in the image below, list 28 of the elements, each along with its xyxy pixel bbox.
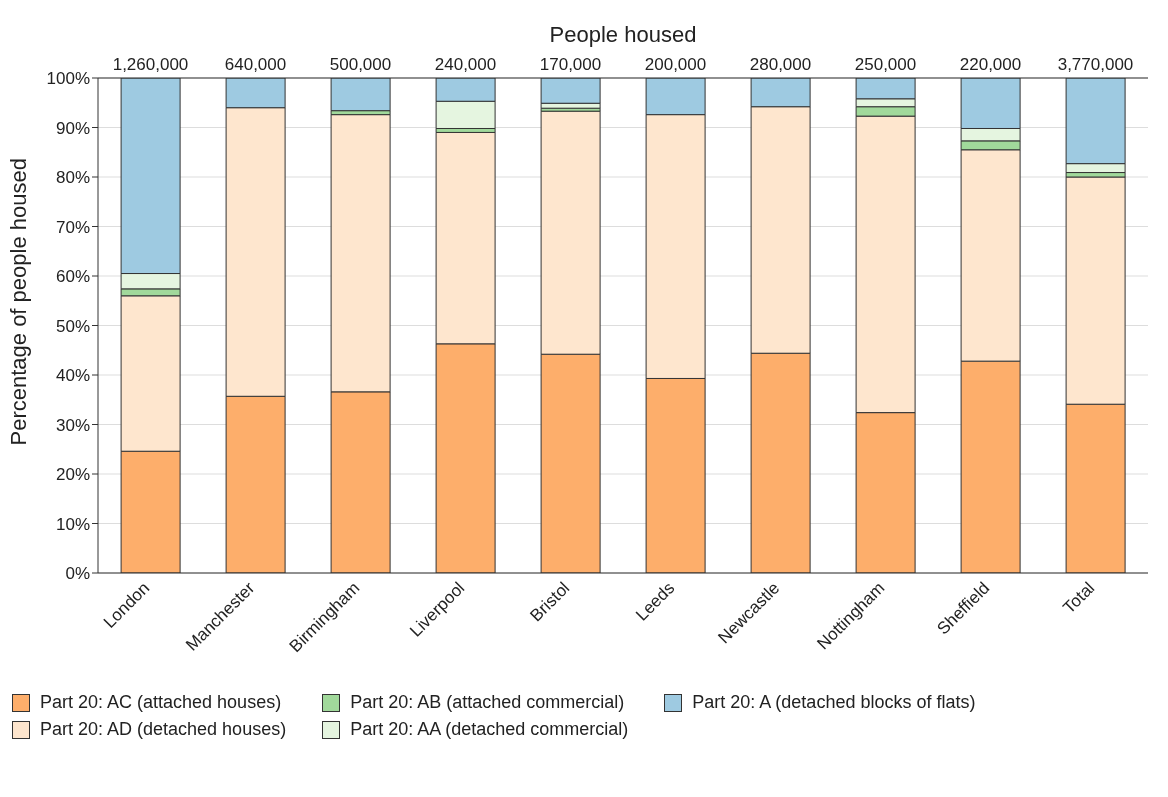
text: 280,000 <box>749 55 812 74</box>
legend-label: Part 20: AC (attached houses) <box>40 692 282 713</box>
y-tick-label: 70% <box>55 217 90 237</box>
text: 500,000 <box>329 55 392 74</box>
x2-axis-title: People housed <box>549 21 697 47</box>
y-tick-label: 30% <box>55 415 90 435</box>
y-tick-label: 100% <box>46 69 90 89</box>
y-tick-label: 10% <box>55 514 90 534</box>
y-tick-label: 50% <box>55 316 90 336</box>
legend-label: Part 20: AB (attached commercial) <box>350 692 625 713</box>
y-tick-label: 40% <box>55 366 90 386</box>
text: 220,000 <box>959 55 1022 74</box>
text: 3,770,000 <box>1057 55 1134 74</box>
legend-label: Part 20: AD (detached houses) <box>40 719 287 740</box>
text: 240,000 <box>434 55 497 74</box>
y-tick-label: 80% <box>55 168 90 188</box>
text: 170,000 <box>539 55 602 74</box>
y-tick-label: 60% <box>55 267 90 287</box>
text: 1,260,000 <box>112 55 189 74</box>
legend-label: Part 20: AA (detached commercial) <box>350 719 629 740</box>
text: 640,000 <box>224 55 287 74</box>
text: 200,000 <box>644 55 707 74</box>
y-tick-label: 90% <box>55 118 90 138</box>
y-tick-label: 20% <box>55 465 90 485</box>
legend-label: Part 20: A (detached blocks of flats) <box>692 692 976 713</box>
y-axis-title: Percentage of people housed <box>5 158 31 446</box>
y-tick-label: 0% <box>65 564 90 584</box>
text: 250,000 <box>854 55 917 74</box>
